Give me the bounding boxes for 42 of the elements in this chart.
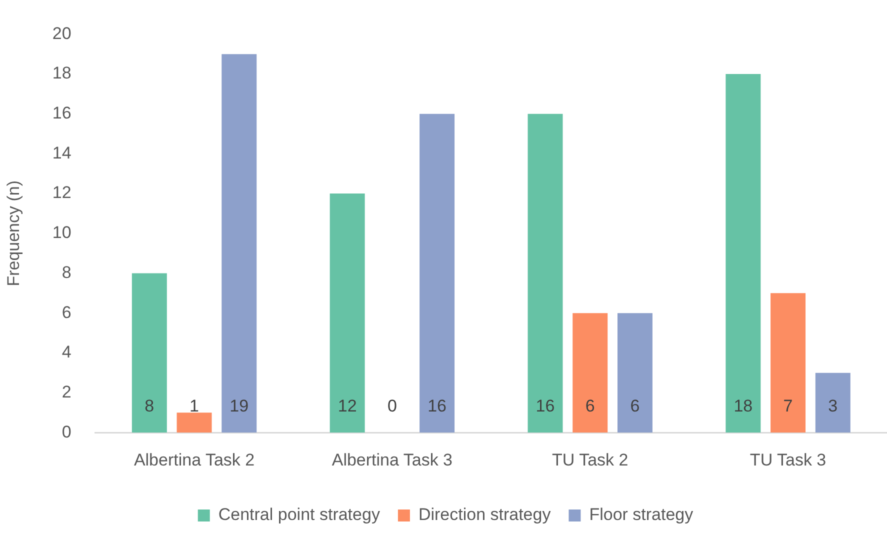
y-tick-label: 20 xyxy=(52,24,72,43)
data-label: 18 xyxy=(734,396,753,416)
bar xyxy=(617,313,652,433)
data-label: 12 xyxy=(338,396,357,416)
bar xyxy=(815,372,850,433)
data-label: 16 xyxy=(536,396,555,416)
data-label: 19 xyxy=(230,396,249,416)
y-axis-title: Frequency (n) xyxy=(4,180,23,286)
y-tick-label: 2 xyxy=(62,382,72,402)
y-tick-label: 18 xyxy=(52,64,72,83)
legend-label: Floor strategy xyxy=(589,505,694,524)
x-tick-label: Albertina Task 2 xyxy=(134,450,255,470)
bar xyxy=(132,273,167,433)
bar xyxy=(572,313,608,433)
bar xyxy=(176,412,212,433)
y-tick-label: 12 xyxy=(52,183,72,202)
bar xyxy=(222,54,257,433)
y-tick-label: 16 xyxy=(52,104,72,123)
data-label: 3 xyxy=(828,396,838,416)
legend-label: Central point strategy xyxy=(218,505,380,524)
bar xyxy=(420,114,455,433)
data-label: 16 xyxy=(428,396,447,416)
data-label: 1 xyxy=(190,396,200,416)
y-tick-label: 6 xyxy=(62,302,72,322)
bar xyxy=(330,194,365,433)
y-tick-label: 14 xyxy=(52,143,72,162)
bar xyxy=(770,293,806,433)
x-tick-label: TU Task 2 xyxy=(552,450,628,470)
data-label: 7 xyxy=(783,396,793,416)
bar xyxy=(528,114,563,433)
y-tick-label: 4 xyxy=(62,342,72,362)
y-tick-label: 10 xyxy=(52,223,72,242)
y-tick-label: 8 xyxy=(62,262,72,282)
data-label: 8 xyxy=(144,396,154,416)
legend-label: Direction strategy xyxy=(418,505,552,524)
x-tick-label: Albertina Task 3 xyxy=(332,450,453,470)
x-tick-label: TU Task 3 xyxy=(750,450,826,470)
y-tick-label: 0 xyxy=(62,422,72,442)
data-label: 6 xyxy=(585,396,595,416)
data-label: 6 xyxy=(630,396,640,416)
bar xyxy=(726,74,761,433)
data-label: 0 xyxy=(387,396,397,416)
